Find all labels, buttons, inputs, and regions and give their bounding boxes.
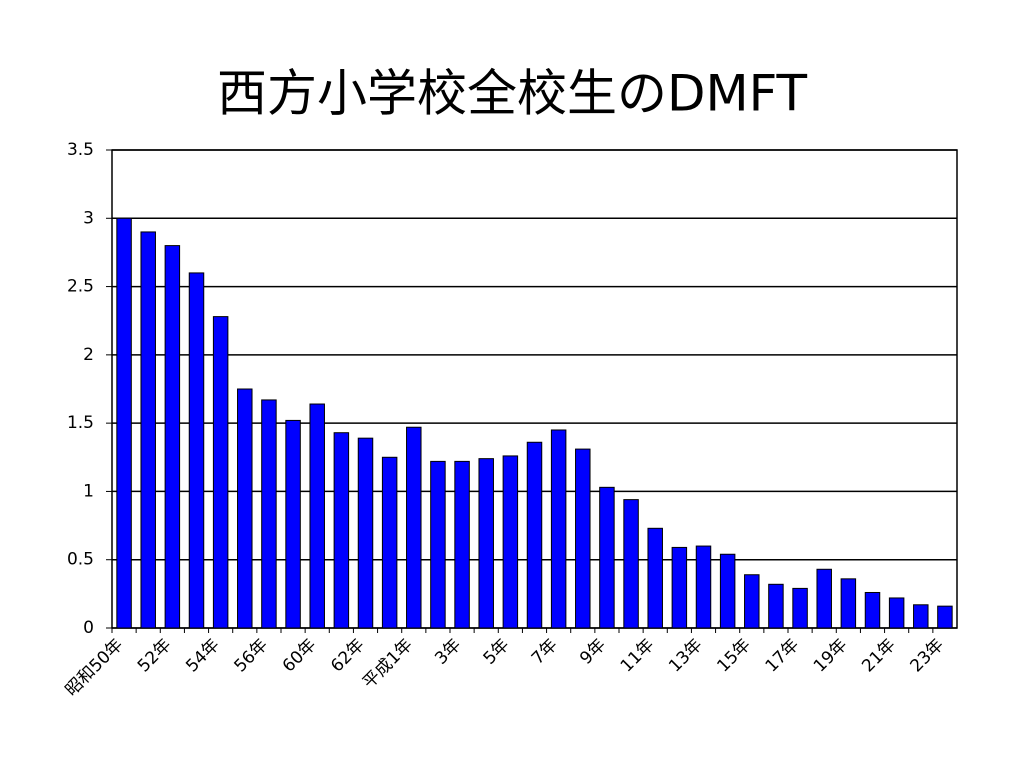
y-tick-label: 3.5	[67, 140, 94, 160]
x-tick-label: 11年	[617, 635, 658, 676]
bar	[937, 605, 953, 629]
x-tick-label: 昭和50年	[62, 635, 128, 701]
x-tick-label: 54年	[182, 635, 223, 676]
x-tick-label: 平成1年	[359, 635, 417, 693]
y-tick-label: 1.5	[67, 413, 94, 433]
x-tick-label: 19年	[810, 635, 851, 676]
bar	[719, 553, 736, 629]
bar	[406, 426, 422, 629]
bar	[864, 591, 881, 629]
y-tick-label: 3	[83, 208, 94, 228]
x-tick-label: 15年	[713, 635, 754, 676]
bar	[309, 403, 325, 629]
y-tick-label: 2	[83, 345, 94, 365]
bar	[623, 499, 639, 629]
bar	[599, 486, 615, 629]
bar	[357, 437, 374, 629]
bar	[164, 245, 181, 629]
bar	[647, 527, 663, 629]
bar	[695, 545, 712, 629]
x-tick-label: 23年	[907, 635, 948, 676]
chart-title: 西方小学校全校生のDMFT	[217, 65, 808, 123]
x-tick-label: 5年	[480, 635, 514, 669]
bar	[478, 458, 494, 629]
bar	[454, 460, 470, 629]
bar	[913, 604, 929, 629]
x-tick-label: 62年	[327, 635, 368, 676]
x-tick-label: 7年	[528, 635, 562, 669]
y-tick-label: 0.5	[67, 550, 94, 570]
y-tick-label: 0	[83, 618, 94, 638]
bar	[261, 399, 277, 629]
bar	[575, 448, 591, 629]
x-tick-label: 9年	[576, 635, 610, 669]
x-tick-label: 21年	[858, 635, 899, 676]
bar	[840, 578, 857, 629]
bar	[768, 583, 784, 629]
x-tick-label: 52年	[134, 635, 175, 676]
bar	[550, 429, 567, 629]
bar	[116, 217, 132, 629]
x-tick-label: 3年	[431, 635, 465, 669]
bar	[140, 231, 156, 629]
bar	[381, 456, 398, 629]
bar	[285, 419, 301, 629]
bar	[888, 597, 905, 629]
bar	[526, 441, 543, 629]
bar	[816, 568, 832, 629]
y-tick-label: 2.5	[67, 277, 94, 297]
x-tick-label: 17年	[762, 635, 803, 676]
bar	[744, 574, 760, 629]
bar	[430, 460, 446, 629]
x-tick-label: 56年	[231, 635, 272, 676]
y-tick-label: 1	[83, 481, 94, 501]
x-tick-label: 60年	[279, 635, 320, 676]
x-tick-label: 13年	[665, 635, 706, 676]
bar	[671, 546, 688, 629]
bar	[188, 272, 205, 629]
bar	[502, 455, 519, 629]
bar	[237, 388, 253, 629]
bar	[212, 316, 229, 629]
bar	[333, 432, 350, 629]
bar	[792, 587, 808, 629]
